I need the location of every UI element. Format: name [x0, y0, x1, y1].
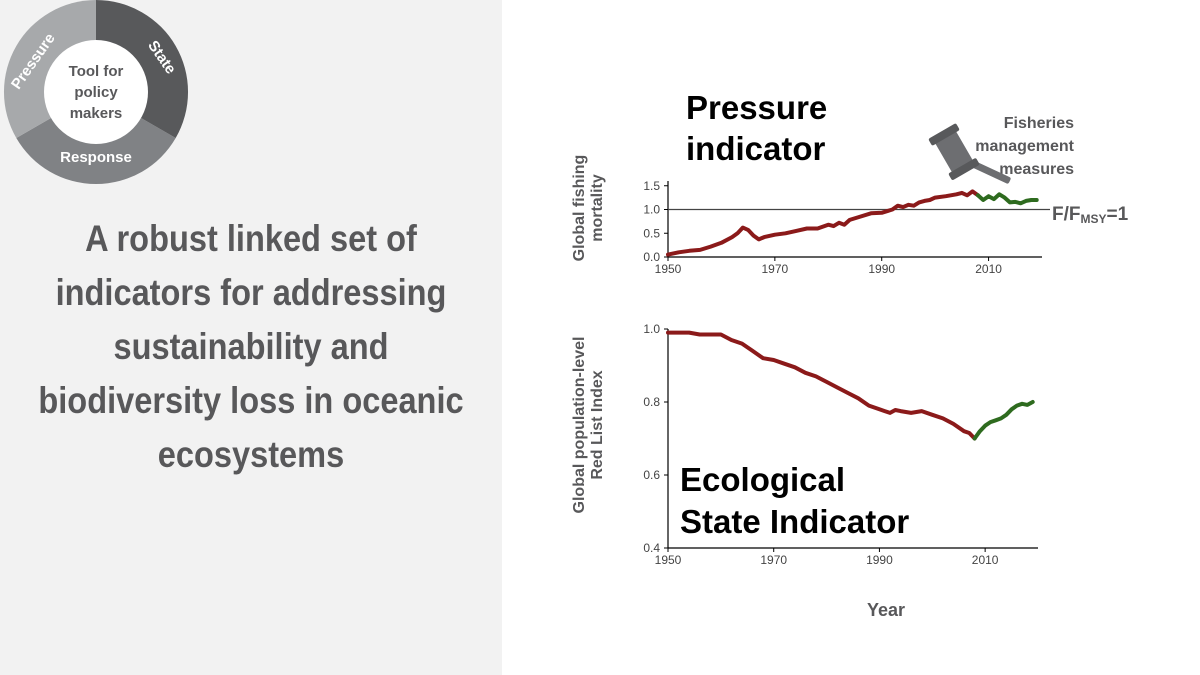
fisheries-label-2: management [975, 138, 1074, 155]
state-series-2-line [972, 400, 1035, 441]
state-y-tick-label: 0.6 [643, 468, 660, 482]
state-series-1-line [666, 330, 977, 441]
state-title-line-1: Ecological [680, 461, 845, 498]
pressure-y-tick-label: 1.5 [643, 179, 660, 193]
state-x-tick-label: 1950 [655, 553, 682, 567]
headline-line-4: biodiversity loss in oceanic [38, 380, 464, 421]
state-chart: Global population-level Red List Index Y… [571, 322, 1038, 620]
headline-line-3: sustainability and [113, 326, 389, 367]
pressure-title-line-1: Pressure [686, 89, 827, 126]
fisheries-label-1: Fisheries [1004, 115, 1074, 132]
pressure-ylabel-1: Global fishing [571, 155, 588, 262]
pressure-x-tick-label: 1950 [655, 262, 682, 276]
pressure-chart: Global fishing mortality 1950 1970 1990 201… [571, 155, 1050, 276]
pressure-x-tick-label: 2010 [975, 262, 1002, 276]
reference-label: F/FMSY=1 [1052, 204, 1129, 226]
state-x-tick-label: 2010 [972, 553, 999, 567]
charts-area: Pressure indicator Ecological State Indi… [571, 89, 1129, 620]
headline-line-2: indicators for addressing [55, 272, 447, 313]
wheel-center-line-2: policy [74, 84, 118, 101]
headline-line-5: ecosystems [157, 434, 345, 475]
left-panel: Tool for policy makers Pressure State Re… [0, 0, 502, 675]
pressure-title-line-2: indicator [686, 130, 826, 167]
wheel-center-line-3: makers [70, 105, 123, 122]
headline-line-1: A robust linked set of [85, 218, 417, 259]
pressure-series-1-line [666, 189, 980, 257]
pressure-y-tick-label: 1.0 [643, 203, 660, 217]
pressure-series-2-line [975, 192, 1039, 206]
state-title-line-2: State Indicator [680, 503, 909, 540]
reference-sub: MSY [1081, 212, 1107, 226]
state-ylabel-1: Global population-level [571, 337, 588, 514]
wheel-label-response: Response [60, 149, 132, 166]
pressure-x-tick-label: 1990 [868, 262, 895, 276]
pressure-ylabel-2: mortality [589, 174, 606, 242]
headline: A robust linked set of indicators for ad… [30, 212, 472, 482]
wheel-center [44, 40, 148, 144]
pressure-y-tick-label: 0.0 [643, 250, 660, 264]
state-xlabel: Year [867, 600, 905, 620]
wheel-center-line-1: Tool for [69, 63, 124, 80]
state-y-tick-label: 0.8 [643, 395, 660, 409]
pressure-x-tick-label: 1970 [762, 262, 789, 276]
reference-main: F/F [1052, 204, 1081, 225]
pressure-y-tick-label: 0.5 [643, 226, 660, 240]
state-x-tick-label: 1990 [866, 553, 893, 567]
state-x-tick-label: 1970 [760, 553, 787, 567]
state-ylabel-2: Red List Index [589, 370, 606, 479]
fisheries-label-3: measures [999, 161, 1074, 178]
state-y-tick-label: 0.4 [643, 541, 660, 555]
state-y-tick-label: 1.0 [643, 322, 660, 336]
reference-tail: =1 [1107, 204, 1129, 225]
dpsir-wheel: Tool for policy makers Pressure State Re… [3, 0, 189, 185]
gavel-icon [928, 123, 1011, 184]
